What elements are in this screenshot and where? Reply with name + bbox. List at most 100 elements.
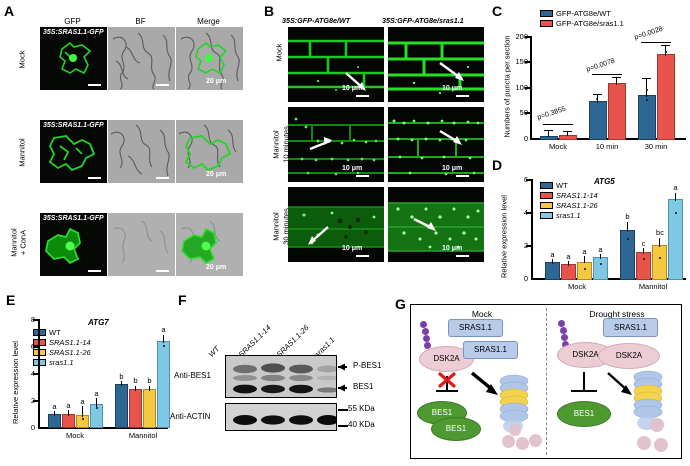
panel-d-err-sras26-mannitol — [659, 238, 661, 247]
panel-f-arrow-pbes1-icon — [338, 363, 347, 371]
panel-a-construct-mock: 35S:SRAS1.1-GFP — [43, 29, 104, 36]
panel-a-scale-label-1: 20 μm — [206, 78, 227, 85]
panel-b-scale-4: 10 μm — [442, 165, 463, 172]
panel-c-err-sras-mock — [567, 131, 569, 136]
panel-b-wt-mannitol30 — [288, 187, 384, 262]
panel-f-antibody-bes1: Anti-BES1 — [174, 371, 211, 380]
panel-e-legend-item-3: sras1.1 — [33, 358, 91, 367]
panel-c-datapoint — [665, 51, 668, 54]
panel-c-legend-item-1: GFP-ATG8e/sras1.1 — [540, 19, 624, 28]
panel-e-title: ATG7 — [88, 318, 109, 327]
panel-c-pvalue-30min: p=0.0028 — [633, 25, 664, 42]
panel-a-gfp-cona — [40, 213, 107, 276]
panel-d-sigletter-sras11-mannitol: a — [673, 183, 678, 192]
panel-a-merge-cona — [176, 213, 243, 276]
panel-d-legend-label-2: SRAS1.1-26 — [556, 201, 598, 210]
panel-c-pvalue-10min: p=0.0078 — [585, 57, 616, 74]
panel-e-sigletter-sras14-mock: a — [66, 401, 71, 410]
panel-d-tickmark-4 — [526, 212, 531, 214]
panel-e-err-sras26-mock — [82, 406, 84, 417]
panel-c-errcap-wt-30min — [642, 78, 651, 80]
panel-b-sras-mannitol30 — [388, 187, 484, 262]
panel-g-ubiquitin-icon — [558, 320, 565, 327]
panel-c-sigline30 — [641, 42, 671, 44]
panel-d-legend-swatch-2 — [540, 202, 553, 209]
panel-c-letter: C — [492, 3, 503, 19]
panel-g-right-dsk2a-b: DSK2A — [598, 343, 660, 369]
panel-c-legend-swatch-1 — [540, 20, 553, 27]
panel-a-scalebar-6 — [156, 270, 169, 272]
panel-e-legend-label-1: SRAS1.1-14 — [49, 338, 91, 347]
panel-d-datapoint — [627, 238, 630, 241]
panel-a-row-mannitol-cona-label-2: + ConA — [18, 229, 28, 256]
panel-e-err-sras26-mannitol — [149, 386, 151, 391]
panel-d-bar-wt-mock — [545, 262, 560, 280]
panel-g-ubiquitin-icon — [561, 334, 568, 341]
panel-d-ytick-4: 4 — [514, 208, 528, 217]
panel-c-bar-sras-30min — [657, 54, 675, 140]
panel-d-sigletter-sras11-mock: a — [598, 245, 603, 254]
panel-f-marker-55: 55 KDa — [348, 404, 375, 413]
panel-g-letter: G — [395, 296, 406, 312]
panel-f-marker-tick-40 — [338, 425, 348, 427]
panel-f-marker-tick-55 — [338, 409, 348, 411]
panel-d-legend: WT SRAS1.1-14 SRAS1.1-26 sras1.1 — [540, 181, 598, 221]
panel-e-bar-wt-mock — [48, 414, 61, 428]
panel-d-legend-item-3: sras1.1 — [540, 211, 598, 220]
panel-e-sigletter-wt-mannitol: b — [119, 372, 124, 381]
panel-c-datapoint — [596, 98, 599, 101]
panel-d-datapoint — [584, 268, 587, 271]
panel-e-ylabel-wrap: Relative expression level — [10, 330, 20, 430]
panel-c-tickmark-50 — [525, 112, 530, 114]
panel-d-datapoint — [659, 257, 662, 260]
panel-g-left-fragment — [516, 437, 529, 450]
panel-e-err-sras14-mock — [68, 410, 70, 416]
panel-b-scale-1: 10 μm — [342, 85, 363, 92]
panel-b-col-wt: 35S:GFP-ATG8e/WT — [282, 16, 351, 25]
panel-b-scalebar-5 — [356, 255, 369, 257]
panel-e-datapoint — [163, 345, 166, 348]
panel-c-errcap-sras-30min — [661, 45, 670, 47]
panel-a-row-mock-label: Mock — [17, 50, 27, 69]
panel-a-col-merge: Merge — [197, 17, 220, 26]
panel-f-letter: F — [178, 292, 187, 308]
panel-g-right-inhibit-bar — [571, 390, 597, 393]
panel-d-datapoint — [675, 212, 678, 215]
panel-a-merge-mannitol — [176, 120, 243, 183]
panel-c-legend-label-0: GFP-ATG8e/WT — [556, 9, 611, 18]
panel-b-row-mannitol10-label: Mannitol — [271, 130, 281, 159]
panel-d-err-sras26-mock — [584, 256, 586, 263]
panel-c-ytick-150: 150 — [515, 57, 528, 66]
panel-g-left-sras1: SRAS1.1 — [448, 319, 503, 337]
panel-e-err-sras11-mock — [96, 398, 98, 407]
panel-b-scalebar-3 — [356, 175, 369, 177]
panel-e-legend: WT SRAS1.1-14 SRAS1.1-26 sras1.1 — [33, 328, 91, 368]
panel-d-err-sras14-mannitol — [643, 248, 645, 254]
panel-c-errcap-wt-mock — [544, 130, 553, 132]
panel-b-scalebar-6 — [456, 255, 469, 257]
panel-d-legend-item-1: SRAS1.1-14 — [540, 191, 598, 200]
panel-g-left-fragment — [502, 435, 515, 448]
panel-c-err-wt-mock — [548, 130, 550, 137]
panel-g-left-fragment — [529, 434, 542, 447]
panel-e-legend-label-2: SRAS1.1-26 — [49, 348, 91, 357]
panel-e-ytick-2: 2 — [22, 396, 35, 405]
panel-c-legend-label-1: GFP-ATG8e/sras1.1 — [556, 19, 624, 28]
panel-b-scalebar-1 — [356, 95, 369, 97]
panel-c-err-wt-30min — [646, 78, 648, 97]
panel-c-yaxis — [530, 36, 532, 140]
panel-g-right-fragment — [650, 418, 664, 432]
panel-d-legend-swatch-3 — [540, 212, 553, 219]
panel-b-col-sras: 35S:GFP-ATG8e/sras1.1 — [382, 16, 464, 25]
panel-g-right-inhibit-stem — [583, 372, 586, 391]
panel-b-wt-mock — [288, 27, 384, 102]
panel-a-scalebar-4 — [156, 177, 169, 179]
panel-e-err-wt-mannitol — [121, 381, 123, 386]
panel-e-err-sras14-mannitol — [135, 386, 137, 391]
panel-e-bar-sras26-mannitol — [143, 389, 156, 428]
panel-d-legend-label-3: sras1.1 — [556, 211, 581, 220]
panel-d-sigletter-wt-mannitol: b — [625, 212, 630, 221]
panel-d-sigletter-sras26-mannitol: bc — [656, 228, 664, 237]
panel-a-bf-mock — [108, 27, 175, 90]
panel-d-yaxis — [531, 179, 533, 280]
